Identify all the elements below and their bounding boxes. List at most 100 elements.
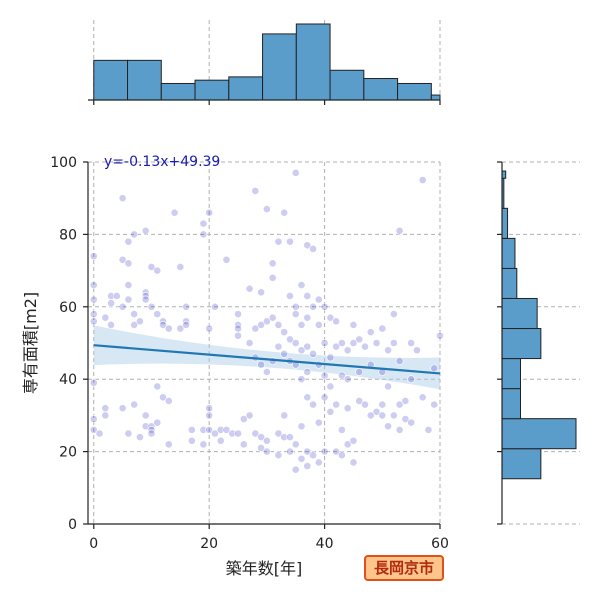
scatter-point: [222, 425, 231, 434]
scatter-point: [124, 295, 133, 304]
x-tick-label: 0: [89, 536, 98, 552]
scatter-point: [314, 295, 323, 304]
scatter-point: [262, 317, 271, 326]
scatter-point: [343, 440, 352, 449]
right-hist-bar: [501, 418, 577, 450]
scatter-point: [124, 281, 133, 289]
scatter-point: [234, 310, 242, 318]
scatter-point: [89, 425, 98, 434]
y-tick-label: 0: [68, 517, 77, 533]
scatter-point: [89, 252, 98, 261]
scatter-point: [251, 187, 260, 195]
scatter-point: [349, 436, 358, 445]
scatter-point: [430, 364, 439, 373]
scatter-point: [303, 447, 312, 456]
right-hist-bar: [501, 358, 521, 390]
right-hist-bar: [501, 388, 521, 420]
scatter-point: [262, 368, 271, 376]
scatter-point: [320, 339, 329, 347]
scatter-point: [245, 284, 254, 293]
scatter-point: [89, 281, 98, 289]
scatter-point: [274, 451, 283, 460]
scatter-point: [147, 302, 156, 311]
scatter-point: [320, 447, 329, 456]
scatter-point: [199, 230, 208, 239]
scatter-point: [222, 255, 231, 264]
scatter-point: [280, 328, 289, 337]
scatter-point: [112, 292, 121, 300]
top-hist-bar: [127, 59, 162, 101]
scatter-point: [395, 357, 404, 365]
x-tick-label: 40: [316, 536, 334, 552]
scatter-point: [130, 400, 139, 409]
scatter-point: [407, 339, 416, 347]
scatter-point: [343, 346, 352, 355]
top-hist-bar: [160, 82, 196, 101]
scatter-point: [286, 292, 294, 300]
scatter-point: [89, 310, 98, 318]
scatter-point: [343, 375, 352, 384]
top-hist-bar: [430, 94, 441, 101]
scatter-point: [239, 440, 248, 449]
scatter-point: [366, 328, 375, 337]
scatter-point: [291, 310, 300, 318]
scatter-point: [245, 339, 254, 347]
scatter-point: [320, 393, 329, 402]
x-axis-label: 築年数[年]: [226, 559, 303, 578]
scatter-point: [245, 411, 254, 420]
scatter-point: [280, 349, 289, 358]
scatter-point: [159, 320, 167, 329]
scatter-point: [107, 320, 115, 329]
scatter-point: [303, 462, 312, 470]
scatter-point: [153, 266, 162, 275]
scatter-point: [349, 320, 358, 329]
scatter-point: [164, 397, 173, 405]
scatter-point: [338, 339, 346, 347]
scatter-point: [309, 244, 317, 253]
scatter-point: [413, 346, 421, 355]
scatter-point: [199, 440, 208, 449]
scatter-point: [136, 317, 144, 326]
scatter-point: [274, 237, 283, 246]
scatter-point: [372, 407, 381, 416]
scatter-point: [130, 320, 139, 329]
scatter-point: [378, 324, 387, 333]
scatter-point: [216, 425, 225, 434]
y-axis-label: 専有面積[m2]: [21, 292, 40, 394]
scatter-point: [401, 397, 410, 405]
scatter-point: [280, 433, 289, 442]
scatter-point: [384, 346, 392, 355]
scatter-point: [297, 375, 306, 384]
top-hist-bar: [363, 78, 399, 101]
top-hist-bar: [295, 23, 331, 101]
scatter-point: [89, 415, 98, 423]
y-tick-label: 40: [59, 372, 77, 388]
scatter-point: [257, 288, 266, 297]
scatter-point: [239, 415, 248, 423]
scatter-point: [407, 418, 416, 427]
scatter-point: [291, 168, 300, 177]
scatter-point: [251, 429, 260, 438]
scatter-point: [355, 368, 364, 376]
scatter-point: [170, 208, 179, 217]
y-tick-label: 100: [50, 155, 77, 171]
scatter-point: [89, 295, 98, 304]
scatter-point: [228, 429, 237, 438]
regression-band: [93, 325, 440, 390]
scatter-point: [291, 465, 300, 474]
y-tick-label: 20: [59, 445, 77, 461]
scatter-point: [124, 259, 133, 268]
scatter-point: [118, 302, 127, 311]
scatter-point: [164, 324, 173, 333]
scatter-point: [286, 433, 294, 442]
scatter-point: [89, 317, 98, 326]
scatter-point: [211, 429, 219, 438]
scatter-point: [355, 397, 364, 405]
scatter-point: [286, 237, 294, 246]
scatter-point: [326, 353, 335, 362]
x-tick-label: 20: [200, 536, 218, 552]
scatter-point: [355, 335, 364, 344]
scatter-point: [424, 425, 433, 434]
scatter-point: [274, 429, 283, 438]
